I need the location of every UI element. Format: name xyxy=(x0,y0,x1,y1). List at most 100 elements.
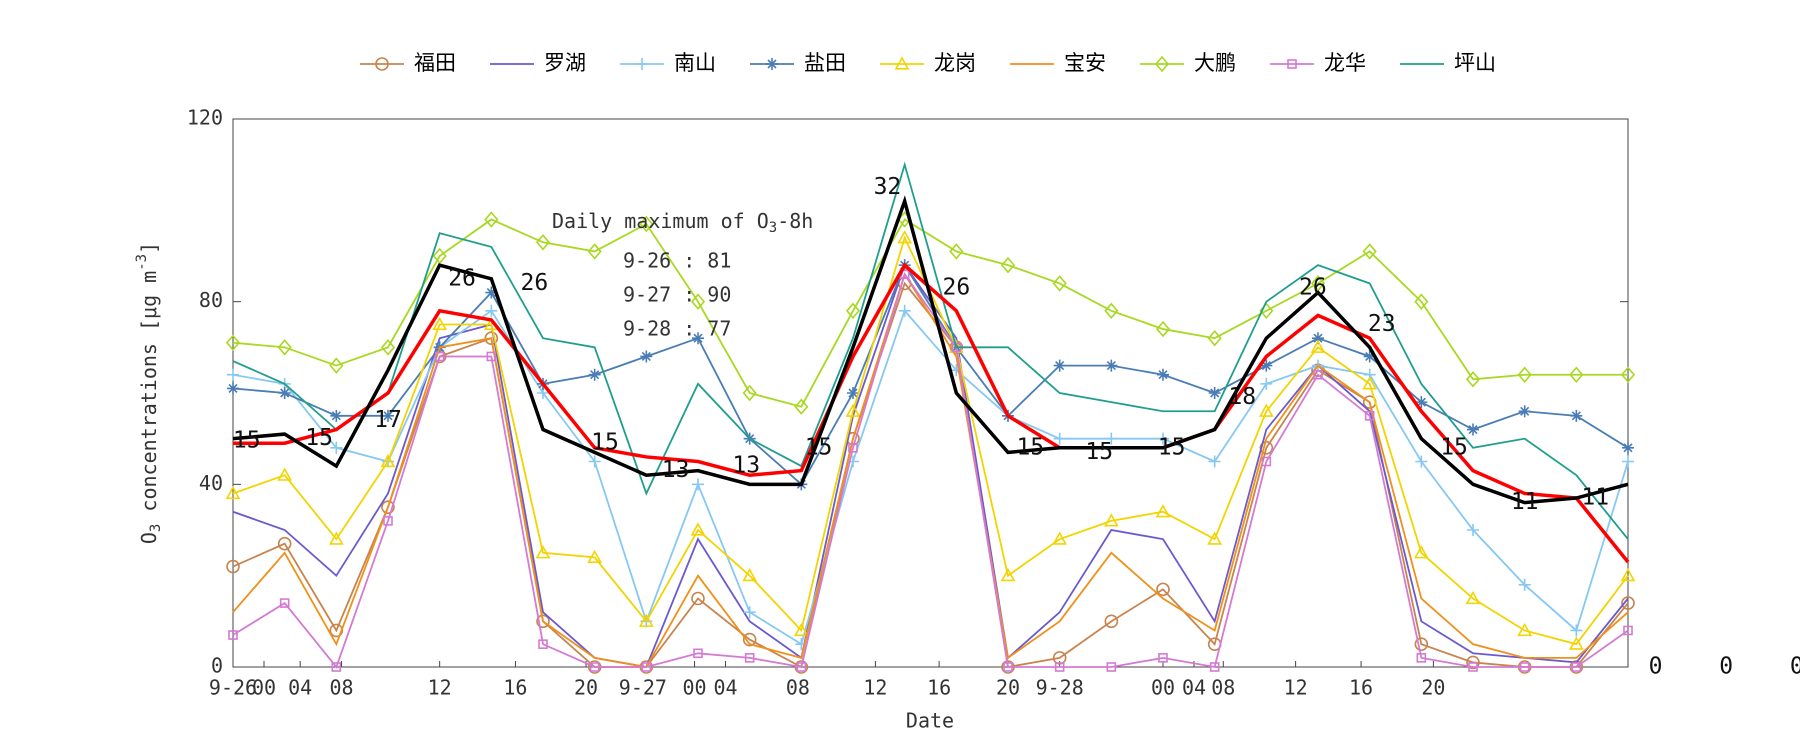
box-title-part: Daily maximum of O xyxy=(552,209,769,233)
marker xyxy=(1517,366,1532,383)
marker xyxy=(382,409,394,422)
marker xyxy=(279,598,290,608)
marker xyxy=(228,630,238,640)
box-line: 9-27 : 90 xyxy=(623,283,731,307)
marker xyxy=(1157,432,1169,445)
box-line: 9-26 : 81 xyxy=(623,249,731,273)
marker xyxy=(383,516,393,526)
point-label: 15 xyxy=(805,434,833,460)
marker xyxy=(1261,456,1272,467)
series xyxy=(232,272,1629,668)
plot-frame xyxy=(232,118,1629,668)
x-tick-label: 9-26 xyxy=(209,676,257,700)
marker xyxy=(1570,409,1583,422)
legend-item: 宝安 xyxy=(1010,51,1106,75)
marker xyxy=(744,653,755,663)
marker xyxy=(1518,578,1531,591)
x-tick-label: 08 xyxy=(1211,676,1235,700)
point-label: 11 xyxy=(1511,489,1539,515)
marker xyxy=(1000,256,1016,274)
marker xyxy=(380,453,396,468)
y-label-sub: 3 xyxy=(148,524,164,532)
series xyxy=(228,269,1633,672)
marker xyxy=(1414,637,1429,651)
point-label: 13 xyxy=(662,457,690,483)
marker xyxy=(1620,366,1636,383)
x-tick-label: 9-28 xyxy=(1036,676,1084,700)
marker xyxy=(1154,55,1170,73)
marker xyxy=(1052,651,1067,665)
marker xyxy=(1570,624,1583,637)
marker xyxy=(636,58,648,70)
legend-label: 坪山 xyxy=(1454,51,1496,75)
marker xyxy=(1310,339,1326,353)
marker xyxy=(1158,653,1168,663)
series-line xyxy=(232,218,1628,408)
marker xyxy=(589,662,600,672)
legend-item: 龙岗 xyxy=(880,51,976,75)
marker xyxy=(1104,614,1119,629)
series xyxy=(225,211,1636,415)
x-tick-label: 16 xyxy=(503,676,527,700)
marker xyxy=(1208,455,1221,468)
marker xyxy=(328,531,344,545)
series xyxy=(232,161,1629,540)
point-label: 17 xyxy=(374,407,402,433)
point-label: 18 xyxy=(1228,384,1256,410)
marker xyxy=(535,234,551,251)
marker xyxy=(639,215,654,233)
legend: 福田 罗湖 南山 盐田 龙岗 宝安 大鹏 龙华 坪山 xyxy=(360,51,1496,75)
marker xyxy=(1207,531,1223,545)
x-tick-label: 08 xyxy=(329,676,353,700)
marker xyxy=(1287,59,1297,69)
marker xyxy=(1623,625,1633,636)
series-line xyxy=(232,161,1629,540)
marker xyxy=(794,398,809,415)
marker xyxy=(484,211,499,228)
legend-label: 大鹏 xyxy=(1194,51,1236,75)
point-label: 15 xyxy=(1085,439,1113,465)
marker xyxy=(587,549,603,563)
marker xyxy=(1569,366,1584,383)
marker xyxy=(1467,423,1479,436)
series-line xyxy=(232,195,1629,505)
x-tick-label: 04 xyxy=(1182,676,1206,700)
box-title-sub: 3 xyxy=(769,220,777,236)
marker xyxy=(1104,302,1119,320)
marker xyxy=(1622,441,1634,454)
marker xyxy=(587,243,602,260)
marker xyxy=(1571,662,1582,672)
marker xyxy=(847,387,859,399)
point-label: 15 xyxy=(1017,434,1045,460)
point-label: 0 xyxy=(1719,654,1733,680)
marker xyxy=(1157,368,1169,381)
marker xyxy=(278,387,291,399)
marker xyxy=(588,368,601,381)
x-tick-label: 12 xyxy=(1284,676,1308,700)
marker xyxy=(330,409,343,422)
x-tick-label: 16 xyxy=(1349,676,1373,700)
y-tick-label: 120 xyxy=(187,106,223,130)
marker xyxy=(1517,622,1533,637)
series xyxy=(232,263,1629,669)
x-axis-label: Date xyxy=(906,709,954,733)
marker xyxy=(277,467,293,481)
marker xyxy=(898,304,911,317)
box-title-part: -8h xyxy=(777,209,813,233)
series xyxy=(227,304,1634,651)
legend-item: 盐田 xyxy=(750,51,846,75)
marker xyxy=(227,382,239,395)
marker xyxy=(277,536,292,551)
marker xyxy=(1465,371,1481,388)
marker xyxy=(690,522,706,536)
marker xyxy=(331,662,342,672)
marker xyxy=(845,403,861,417)
marker xyxy=(1363,350,1376,363)
marker xyxy=(1362,243,1377,260)
marker xyxy=(538,639,548,649)
series xyxy=(226,276,1635,674)
marker xyxy=(641,662,652,672)
point-label: 13 xyxy=(732,453,760,479)
marker xyxy=(766,58,778,70)
